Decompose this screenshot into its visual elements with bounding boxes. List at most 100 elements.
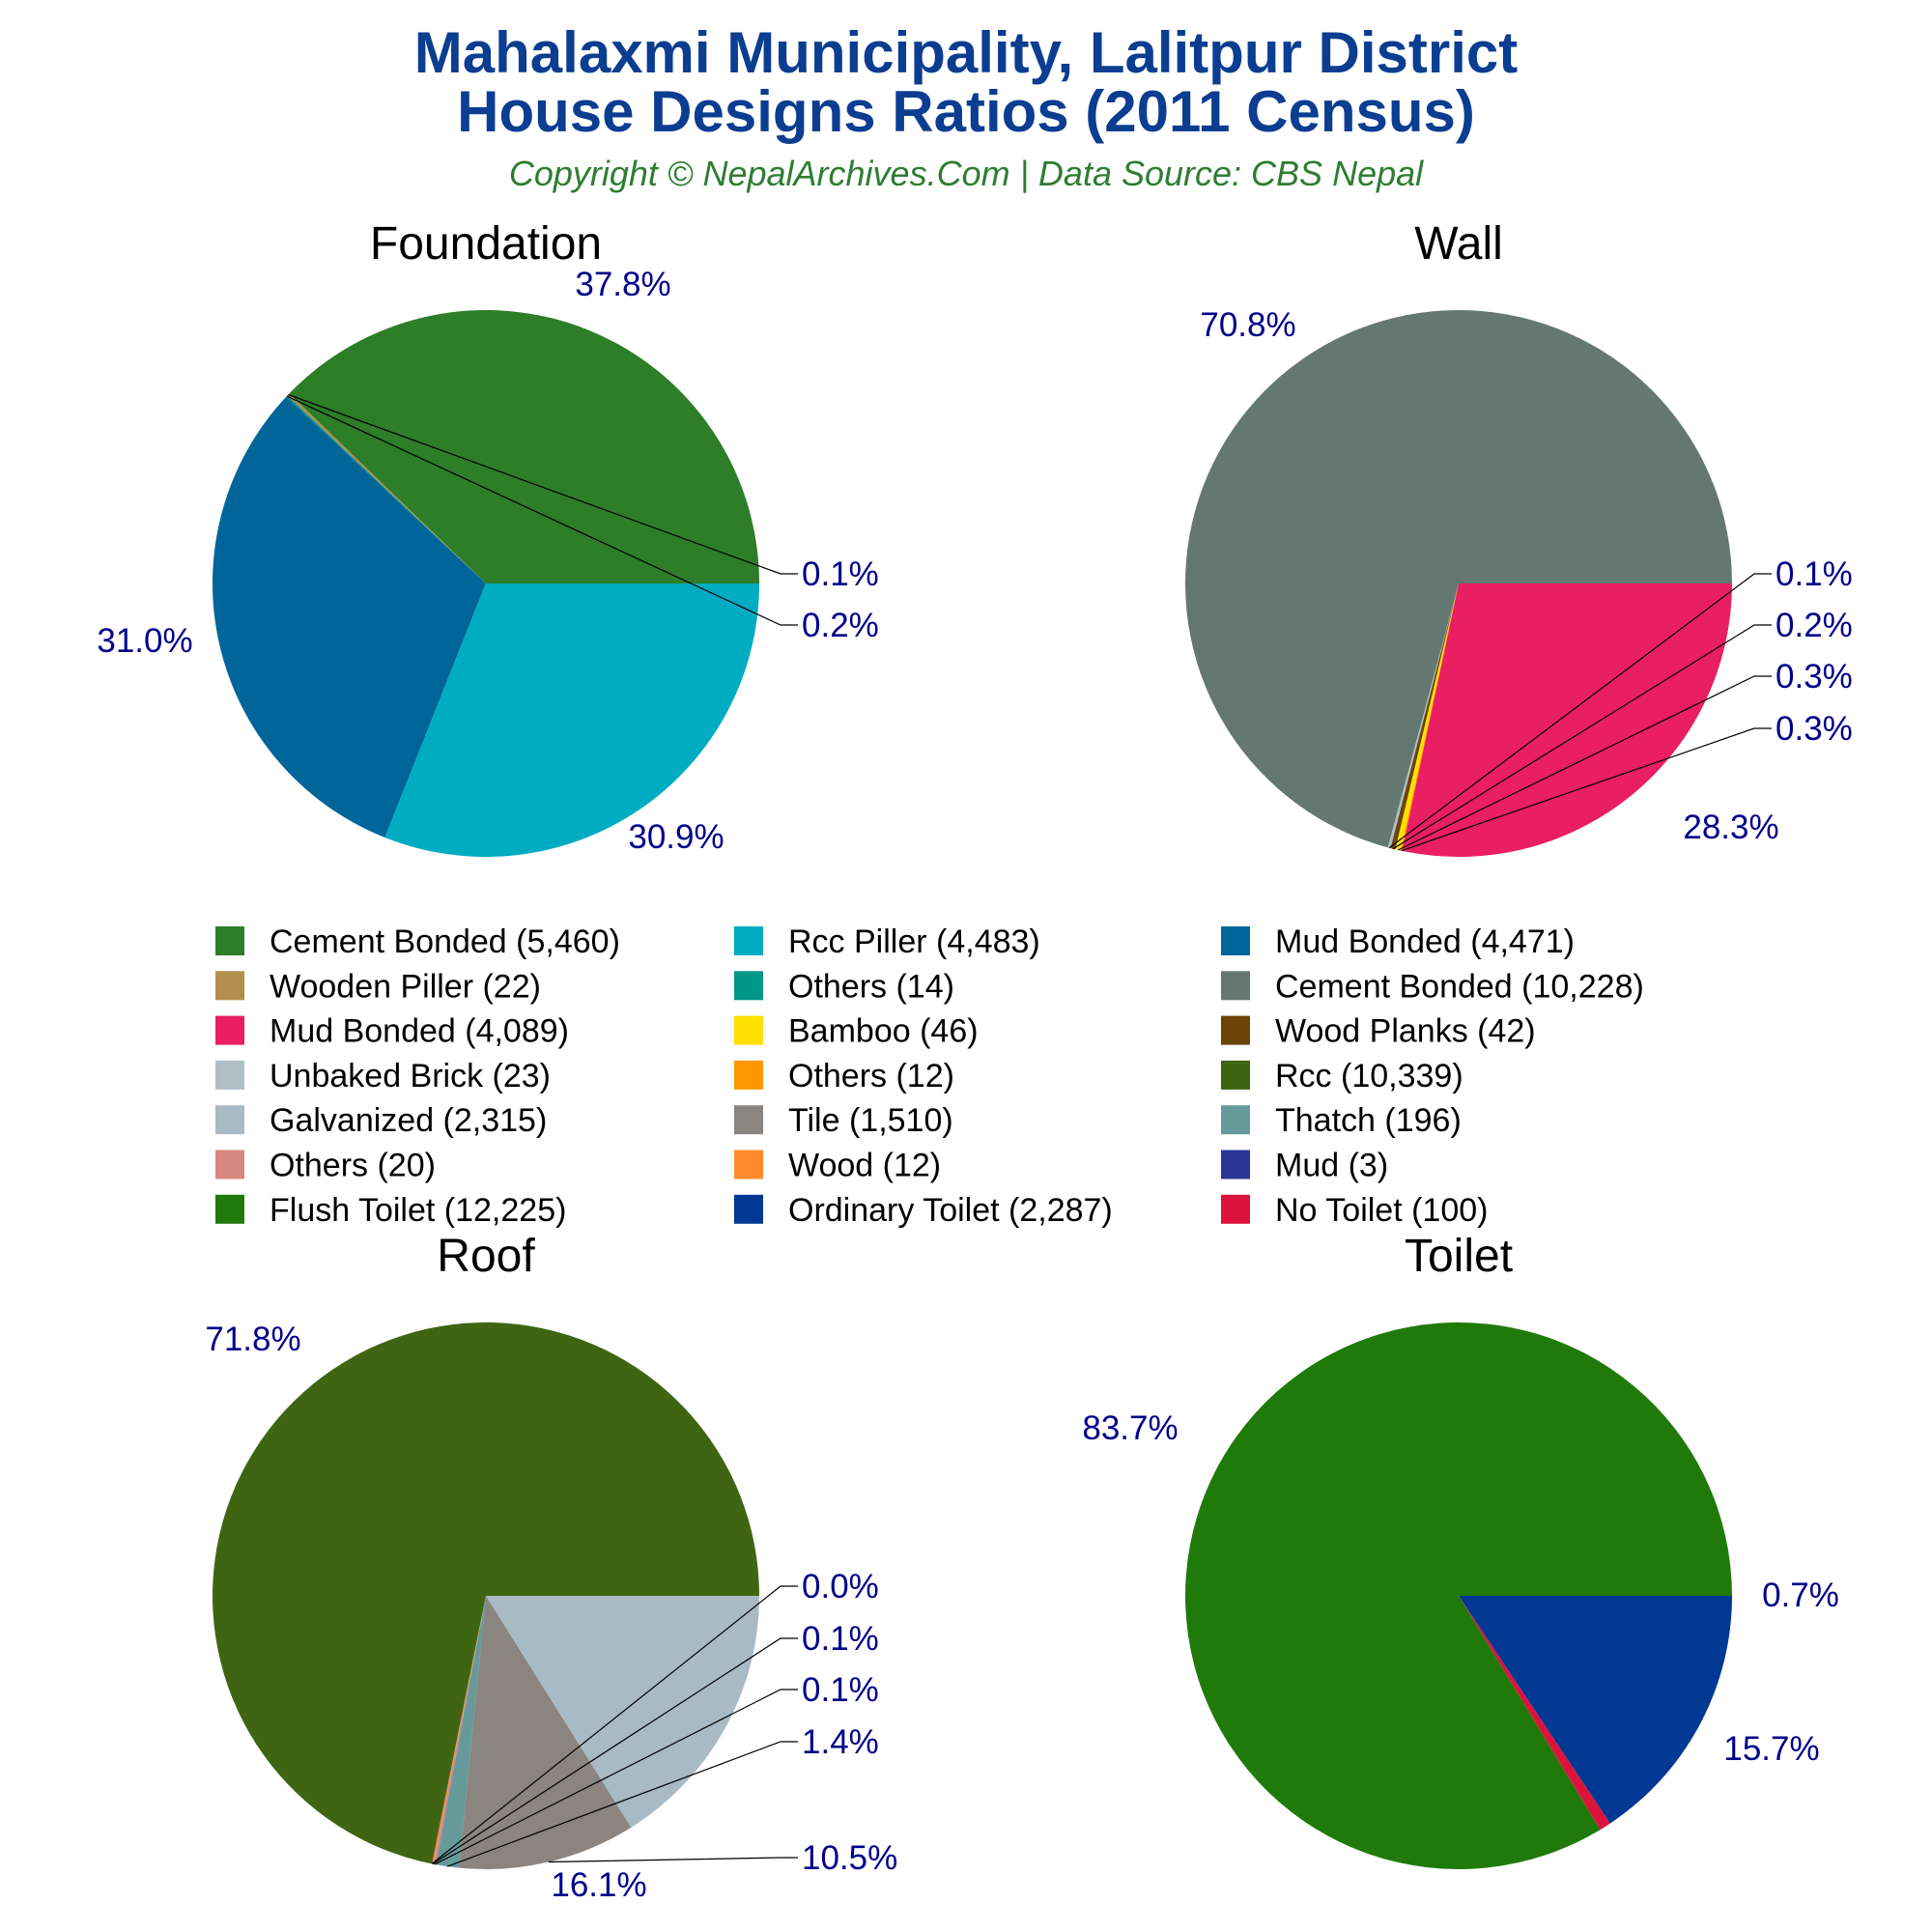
roof-percent-label: 71.8% xyxy=(205,1321,300,1358)
legend-label: Mud (3) xyxy=(1275,1148,1388,1184)
toilet-slice-no-toilet xyxy=(1459,1596,1610,1831)
legend: Cement Bonded (5,460) Rcc Piller (4,483) M… xyxy=(215,923,1644,1229)
wall-leader-line xyxy=(1388,573,1772,849)
wall-slice-unbaked-brick xyxy=(1387,583,1459,849)
legend-label: Rcc (10,339) xyxy=(1275,1058,1463,1094)
wall-percent-label: 0.3% xyxy=(1776,710,1853,748)
wall-leader-line xyxy=(1401,727,1772,852)
legend-swatch xyxy=(1221,1194,1250,1224)
legend-swatch xyxy=(734,1015,763,1045)
legend-label: Wooden Piller (22) xyxy=(270,968,541,1005)
roof-slice-rcc xyxy=(213,1321,760,1864)
toilet-percent-label: 15.7% xyxy=(1723,1730,1819,1768)
wall-leader-line xyxy=(1392,624,1772,850)
legend-label: Unbaked Brick (23) xyxy=(270,1058,551,1094)
wall-slice-wood-planks xyxy=(1390,583,1459,850)
legend-label: Thatch (196) xyxy=(1275,1102,1462,1139)
legend-swatch xyxy=(215,971,244,1001)
chart-title-line-1: Mahalaxmi Municipality, Lalitpur Distric… xyxy=(414,20,1518,85)
foundation-leader-line xyxy=(288,393,798,575)
legend-swatch xyxy=(215,926,244,955)
legend-swatch xyxy=(215,1015,244,1045)
legend-swatch xyxy=(1221,1105,1250,1135)
roof-percent-label: 0.1% xyxy=(802,1671,879,1709)
roof-pie-title: Roof xyxy=(437,1231,535,1282)
foundation-leader-line xyxy=(286,395,798,626)
legend-swatch xyxy=(734,1105,763,1135)
legend-label: Mud Bonded (4,471) xyxy=(1275,923,1575,960)
legend-label: Ordinary Toilet (2,287) xyxy=(788,1192,1113,1229)
toilet-percent-label: 83.7% xyxy=(1082,1409,1178,1447)
legend-swatch xyxy=(1221,926,1250,955)
legend-label: Others (14) xyxy=(788,968,954,1005)
roof-slice-thatch xyxy=(436,1596,486,1868)
foundation-slice-wooden-piller xyxy=(287,393,486,583)
legend-swatch xyxy=(215,1060,244,1090)
legend-label: Wood Planks (42) xyxy=(1275,1013,1536,1050)
toilet-slice-flush-toilet xyxy=(1185,1321,1732,1869)
legend-label: Others (12) xyxy=(788,1058,954,1094)
legend-swatch xyxy=(734,971,763,1001)
roof-leader-line xyxy=(434,1689,798,1865)
wall-slice-others xyxy=(1401,583,1459,851)
roof-slice-others xyxy=(433,1596,486,1865)
legend-swatch xyxy=(734,1060,763,1090)
wall-percent-label: 0.2% xyxy=(1776,607,1853,644)
wall-pie-title: Wall xyxy=(1414,218,1503,270)
legend-swatch xyxy=(734,926,763,955)
wall-percent-label: 70.8% xyxy=(1200,306,1295,344)
roof-pie: Roof 71.8% 16.1% 0.0% 0.1% 0.1% 1.4% 10.5% xyxy=(205,1231,897,1904)
legend-label: Rcc Piller (4,483) xyxy=(788,923,1040,960)
foundation-percent-label: 31.0% xyxy=(97,622,192,660)
legend-label: Wood (12) xyxy=(788,1148,941,1184)
foundation-percent-label: 0.2% xyxy=(802,607,879,644)
chart-subtitle: Copyright © NepalArchives.Com | Data Sou… xyxy=(509,154,1424,193)
roof-slice-mud xyxy=(431,1596,486,1864)
legend-swatch xyxy=(734,1194,763,1224)
toilet-pie: Toilet 83.7% 0.7% 15.7% xyxy=(1082,1231,1839,1869)
legend-label: Cement Bonded (10,228) xyxy=(1275,968,1644,1005)
wall-slice-cement-bonded xyxy=(1185,310,1732,848)
legend-swatch xyxy=(215,1105,244,1135)
legend-swatch xyxy=(1221,1015,1250,1045)
roof-slice-wood xyxy=(432,1596,486,1864)
legend-swatch xyxy=(1221,1150,1250,1179)
legend-swatch xyxy=(734,1150,763,1179)
legend-label: Tile (1,510) xyxy=(788,1102,953,1139)
foundation-percent-label: 30.9% xyxy=(628,818,724,856)
wall-percent-label: 0.3% xyxy=(1776,658,1853,696)
roof-leader-line xyxy=(446,1741,798,1867)
roof-leader-line xyxy=(431,1585,798,1864)
wall-slice-bamboo xyxy=(1395,583,1459,851)
legend-swatch xyxy=(215,1194,244,1224)
toilet-percent-label: 0.7% xyxy=(1762,1577,1839,1614)
legend-label: Cement Bonded (5,460) xyxy=(270,923,620,960)
roof-percent-label: 16.1% xyxy=(551,1866,646,1904)
foundation-slice-rcc-piller xyxy=(384,583,759,858)
foundation-slice-mud-bonded xyxy=(212,396,486,838)
roof-percent-label: 10.5% xyxy=(802,1839,897,1877)
foundation-slice-others xyxy=(286,395,486,583)
wall-percent-label: 0.1% xyxy=(1776,555,1853,593)
roof-leader-line xyxy=(548,1857,798,1863)
roof-leader-line xyxy=(432,1637,798,1865)
roof-slice-tile xyxy=(459,1596,632,1869)
toilet-pie-title: Toilet xyxy=(1405,1231,1513,1282)
roof-percent-label: 0.0% xyxy=(802,1568,879,1605)
legend-label: Flush Toilet (12,225) xyxy=(270,1192,566,1229)
roof-percent-label: 0.1% xyxy=(802,1620,879,1658)
legend-label: Others (20) xyxy=(270,1148,436,1184)
legend-label: Mud Bonded (4,089) xyxy=(270,1013,569,1050)
foundation-pie-title: Foundation xyxy=(370,218,602,270)
legend-swatch xyxy=(1221,971,1250,1001)
foundation-slice-cement-bonded xyxy=(289,309,759,583)
wall-percent-label: 28.3% xyxy=(1683,809,1778,846)
wall-leader-line xyxy=(1397,675,1772,851)
legend-label: No Toilet (100) xyxy=(1275,1192,1489,1229)
foundation-percent-label: 37.8% xyxy=(575,266,670,303)
legend-swatch xyxy=(1221,1060,1250,1090)
foundation-percent-label: 0.1% xyxy=(802,555,879,593)
roof-percent-label: 1.4% xyxy=(802,1723,879,1761)
